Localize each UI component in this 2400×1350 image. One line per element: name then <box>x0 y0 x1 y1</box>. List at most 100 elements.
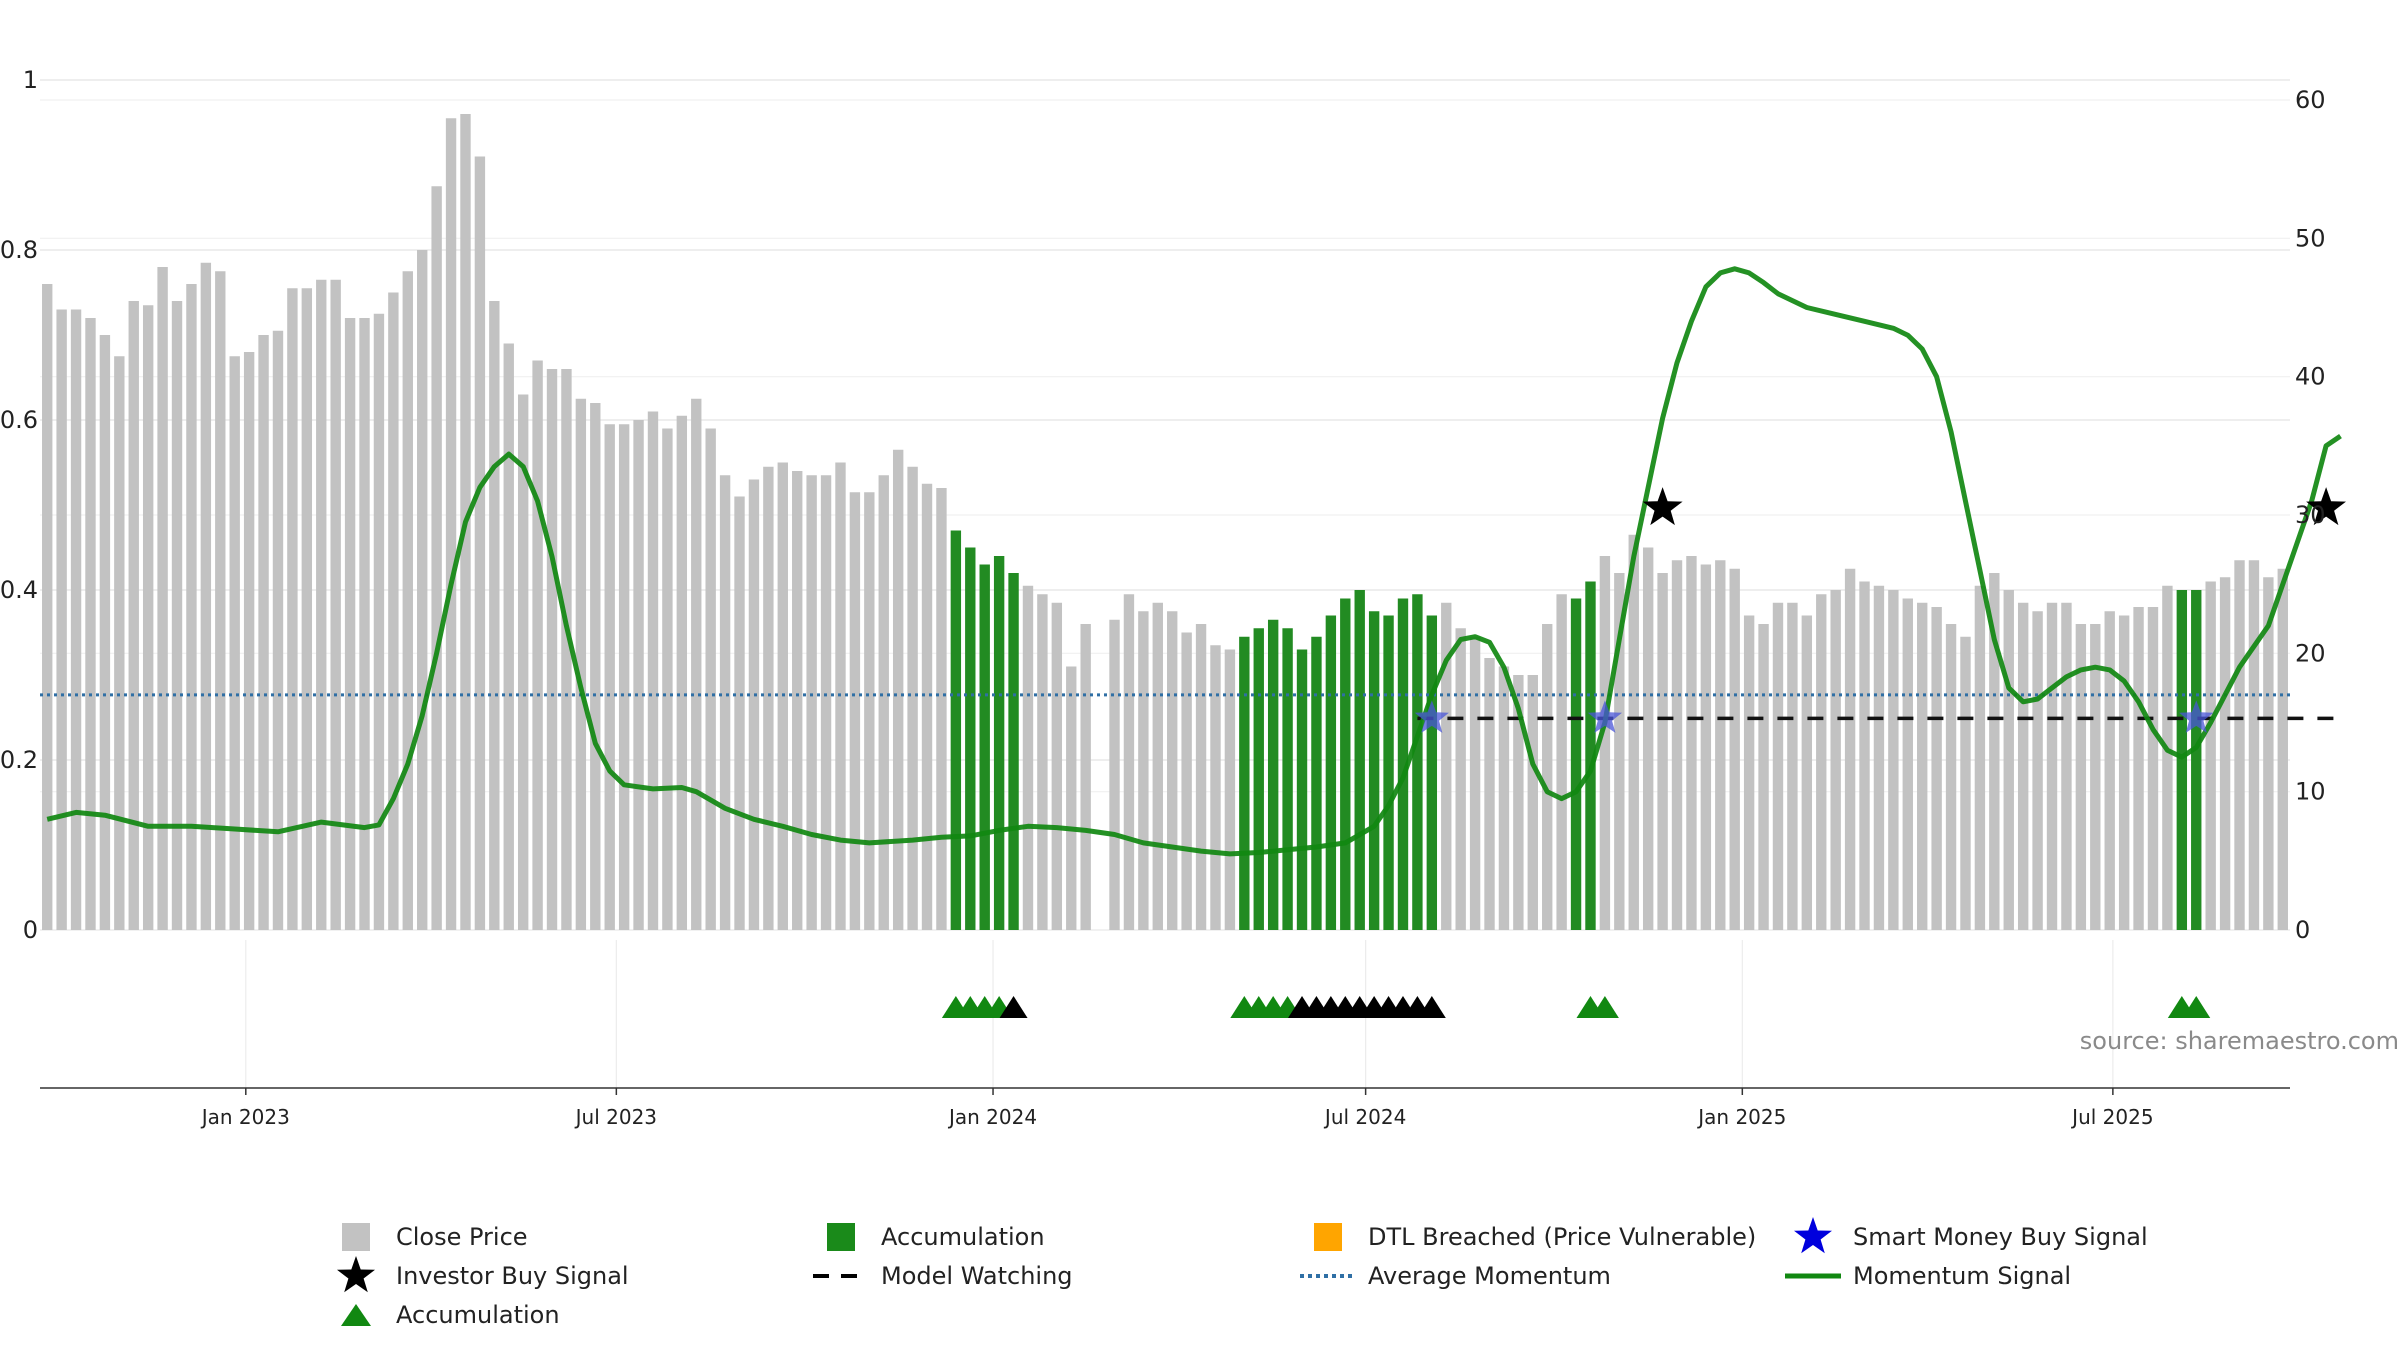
momentum-signal-line <box>46 266 2342 857</box>
close-price-bar <box>157 267 168 930</box>
close-price-bar <box>1484 658 1495 930</box>
close-price-bar <box>1469 636 1481 930</box>
close-price-bar <box>892 449 904 930</box>
close-price-bar <box>604 424 615 930</box>
close-price-bar <box>330 279 341 930</box>
close-price-bar <box>2205 581 2216 930</box>
accumulation-bar <box>1340 598 1351 930</box>
close-price-bar <box>1441 602 1452 930</box>
close-price-bar <box>1138 611 1149 930</box>
legend-swatch-square <box>1314 1223 1342 1251</box>
close-price-bar <box>1513 675 1524 930</box>
close-price-bar <box>1599 556 1611 930</box>
close-price-bar <box>1715 560 1726 930</box>
close-price-bar <box>1787 602 1798 930</box>
left-tick-label: 0.8 <box>0 236 38 264</box>
accumulation-bar <box>1354 590 1365 930</box>
accumulation-bar <box>979 564 990 930</box>
accumulation-bar <box>993 556 1005 930</box>
close-price-bar <box>301 288 313 930</box>
close-price-bar <box>647 411 659 930</box>
accumulation-triangle <box>2182 996 2211 1018</box>
close-price-bar <box>1945 624 1957 930</box>
close-price-bar <box>243 352 255 930</box>
close-price-bar <box>128 301 139 930</box>
accumulation-bar <box>1412 594 1423 930</box>
investor-buy-star <box>2306 487 2346 526</box>
legend-swatch-star <box>1794 1217 1832 1254</box>
close-price-bar <box>1743 615 1755 930</box>
accumulation-triangle <box>1590 996 1619 1018</box>
legend-label: DTL Breached (Price Vulnerable) <box>1368 1223 1756 1251</box>
accumulation-bar <box>1383 615 1394 930</box>
close-price-bar <box>186 284 197 930</box>
close-price-bar <box>402 271 413 930</box>
close-price-bar <box>56 309 67 930</box>
legend-label: Accumulation <box>881 1223 1045 1251</box>
accumulation-bar <box>1282 628 1293 930</box>
close-price-bar <box>200 262 212 930</box>
close-price-bar <box>1873 585 1885 930</box>
close-price-bar <box>1542 624 1553 930</box>
legend-label: Accumulation <box>396 1301 560 1329</box>
accumulation-triangle-black <box>999 996 1028 1018</box>
close-price-bar <box>1167 611 1178 930</box>
close-price-bar <box>42 284 53 930</box>
close-price-bar <box>142 305 154 930</box>
close-price-bar <box>431 186 442 930</box>
close-price-bar <box>1642 547 1654 930</box>
close-price-bar <box>1080 624 1091 930</box>
left-tick-label: 0 <box>23 916 38 944</box>
close-price-bar <box>1037 594 1048 930</box>
close-price-bar <box>2075 624 2087 930</box>
close-price-bar <box>719 475 731 930</box>
accumulation-bar <box>1311 636 1322 930</box>
close-price-bar <box>575 398 587 930</box>
close-price-bar <box>2133 607 2144 930</box>
close-price-bar <box>1224 649 1236 930</box>
accumulation-bar <box>1397 598 1409 930</box>
close-price-bar <box>2277 568 2288 930</box>
accumulation-bar <box>1296 649 1308 930</box>
close-price-bar <box>1686 556 1697 930</box>
x-tick-label: Jan 2023 <box>200 1105 290 1129</box>
left-tick-label: 0.6 <box>0 406 38 434</box>
close-price-bar <box>532 360 543 930</box>
right-tick-label: 10 <box>2295 778 2326 806</box>
right-tick-label: 20 <box>2295 639 2326 667</box>
close-price-bar <box>272 330 284 930</box>
close-price-bar <box>2234 560 2245 930</box>
accumulation-bar <box>950 530 962 930</box>
close-price-bar <box>2032 611 2043 930</box>
close-price-bar <box>1816 594 1827 930</box>
close-price-bar <box>1109 619 1120 930</box>
close-price-bar <box>215 271 226 930</box>
close-price-bar <box>561 369 572 930</box>
close-price-bar <box>1859 581 1870 930</box>
accumulation-bar <box>1585 581 1596 930</box>
close-price-bar <box>1210 645 1221 930</box>
legend-label: Momentum Signal <box>1853 1262 2071 1290</box>
close-price-bar <box>936 488 947 930</box>
close-price-bar <box>1527 675 1538 930</box>
left-tick-label: 0.4 <box>0 576 38 604</box>
close-price-bar <box>763 466 774 930</box>
close-price-bar <box>344 318 356 930</box>
accumulation-triangle-black <box>1417 996 1446 1018</box>
legend-label: Model Watching <box>881 1262 1073 1290</box>
close-price-bar <box>1123 594 1135 930</box>
x-tick-label: Jul 2023 <box>574 1105 657 1129</box>
close-price-bar <box>1902 598 1913 930</box>
x-tick-label: Jan 2025 <box>1696 1105 1786 1129</box>
close-price-bar <box>1960 636 1971 930</box>
close-price-bar <box>2104 611 2115 930</box>
accumulation-bar <box>1239 636 1250 930</box>
close-price-bar <box>734 496 745 930</box>
close-price-bar <box>590 403 601 930</box>
close-price-bar <box>2263 577 2274 930</box>
buy-signal-markers <box>1414 487 2346 733</box>
legend-label: Smart Money Buy Signal <box>1853 1223 2148 1251</box>
close-price-bar <box>849 492 861 930</box>
close-price-bar <box>85 318 96 930</box>
close-price-bar <box>2003 590 2014 930</box>
